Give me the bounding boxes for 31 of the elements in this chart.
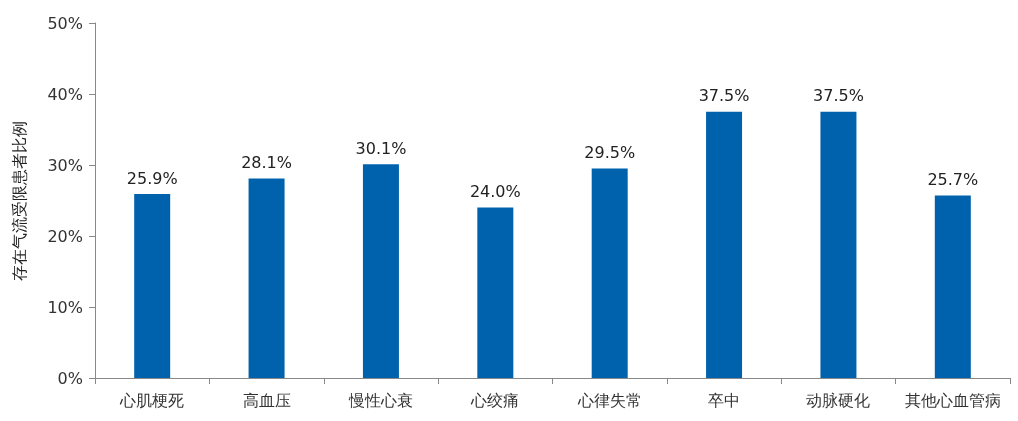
data-label: 25.9% (126, 168, 178, 188)
bar (362, 164, 399, 378)
data-label: 28.1% (241, 152, 292, 172)
bar (477, 207, 514, 378)
y-tick-label: 10% (47, 297, 83, 317)
bar (134, 194, 171, 378)
y-tick-label: 30% (47, 155, 83, 175)
data-label: 30.1% (355, 138, 407, 158)
data-label: 29.5% (584, 143, 636, 163)
bar (248, 178, 285, 378)
bar (706, 111, 743, 378)
x-tick-label: 慢性心衰 (347, 390, 413, 410)
x-tick-label: 其他心血管病 (904, 390, 1001, 410)
y-axis-title: 存在气流受限患者比例 (9, 120, 29, 281)
y-tick-label: 50% (47, 13, 83, 33)
data-label: 37.5% (698, 86, 750, 106)
x-tick-label: 动脉硬化 (806, 390, 871, 410)
data-label: 24.0% (469, 182, 521, 202)
data-label: 37.5% (813, 86, 864, 106)
y-tick-label: 40% (47, 84, 83, 104)
x-tick-label: 心绞痛 (470, 390, 520, 410)
data-label: 25.7% (927, 170, 979, 190)
bar (591, 168, 628, 378)
x-tick-label: 高血压 (242, 390, 291, 410)
bar (820, 111, 857, 378)
y-tick-label: 0% (57, 368, 83, 388)
y-tick-label: 20% (47, 226, 83, 246)
x-tick-label: 卒中 (708, 390, 741, 410)
x-tick-label: 心肌梗死 (119, 390, 185, 410)
x-tick-label: 心律失常 (576, 390, 642, 410)
bar (934, 195, 971, 378)
